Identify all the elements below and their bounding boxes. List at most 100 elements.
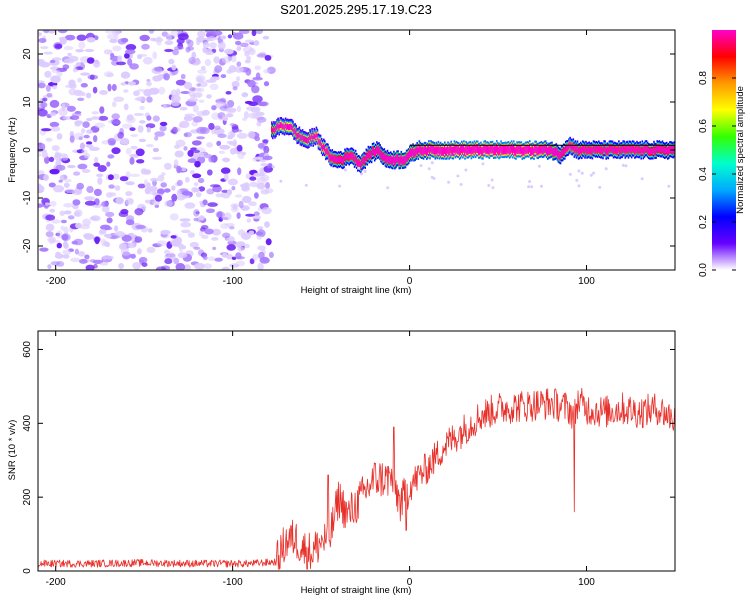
noise-cell [84,200,96,206]
noise-cell [192,104,199,113]
noise-cell [202,255,208,261]
ridge-cell [329,154,331,161]
noise-cell [99,261,109,266]
noise-cell [157,188,165,195]
noise-cell [106,33,116,40]
noise-cell [70,257,81,263]
noise-cell [145,123,156,129]
noise-cell [84,48,95,53]
ridge-cell [644,145,647,152]
noise-cell [111,235,120,239]
noise-cell [86,57,95,64]
noise-cell [224,48,234,55]
ridge-cell [431,146,433,153]
ridge-cell [575,147,578,154]
noise-cell [39,247,49,252]
noise-cell [146,127,151,133]
ridge-cell [498,148,500,155]
noise-cell [54,43,63,49]
noise-cell [52,85,58,90]
ridge-cell [543,145,546,152]
noise-cell [205,208,215,214]
ridge-cell [429,148,431,155]
noise-cell [130,145,138,150]
noise-cell [209,184,221,188]
noise-cell [246,218,252,223]
noise-cell [219,144,231,150]
ridge-cell [466,147,468,154]
noise-cell [168,58,175,65]
ridge-cell [634,147,636,154]
figure-title: S201.2025.295.17.19.C23 [280,2,432,17]
noise-cell [154,135,159,141]
colorbar-tick-label: 0.0 [698,263,709,277]
noise-cell [125,147,132,155]
noise-cell [154,131,165,137]
noise-cell [215,193,224,198]
noise-cell [667,184,671,188]
noise-cell [78,41,86,49]
ridge-cell [478,147,480,154]
ridge-cell [296,133,298,140]
noise-cell [38,185,45,193]
noise-cell [153,66,163,72]
noise-cell [200,225,209,230]
noise-cell [164,40,174,46]
ridge-cell [396,155,398,162]
noise-cell [220,35,227,40]
ridge-cell [440,148,443,155]
ridge-cell [507,146,510,152]
noise-cell [244,50,250,57]
noise-cell [40,102,48,108]
ridge-cell [487,146,490,153]
ridge-cell [314,134,317,141]
noise-cell [92,86,98,94]
noise-cell [246,106,254,111]
ridge-cell [289,124,291,130]
noise-cell [63,254,70,259]
ridge-cell [321,145,324,152]
ridge-cell [571,144,573,151]
ridge-cell [613,146,616,153]
ridge-cell [633,145,635,152]
noise-cell [71,190,82,196]
noise-cell [192,116,203,123]
noise-cell [209,83,219,91]
ridge-cell [539,146,542,153]
noise-cell [103,226,113,231]
noise-cell [146,81,152,87]
ridge-cell [480,146,482,153]
y-tick-label: 0 [22,568,33,574]
ridge-cell [496,145,498,152]
ridge-cell [317,138,320,145]
ridge-cell [655,147,657,154]
noise-cell [568,172,572,176]
noise-cell [234,194,243,198]
noise-cell [225,113,234,118]
noise-cell [85,92,92,99]
noise-cell [254,192,259,199]
ridge-cell [475,145,478,152]
noise-cell [93,135,98,143]
noise-cell [490,178,494,182]
noise-cell [257,245,266,251]
noise-cell [263,145,270,154]
ridge-cell [327,148,329,155]
ridge-cell [600,147,602,154]
noise-cell [129,63,140,70]
noise-cell [50,261,61,266]
ridge-cell [455,145,458,152]
noise-cell [63,45,74,51]
ridge-cell [444,146,446,153]
noise-cell [181,229,191,234]
noise-cell [198,152,205,158]
ridge-cell [643,146,646,153]
ridge-cell [433,146,435,153]
ridge-cell [522,147,525,154]
ridge-cell [594,146,597,153]
noise-cell [112,45,122,52]
ridge-cell [285,123,288,130]
noise-cell [386,186,390,190]
noise-cell [447,180,451,184]
ridge-cell [412,148,414,155]
